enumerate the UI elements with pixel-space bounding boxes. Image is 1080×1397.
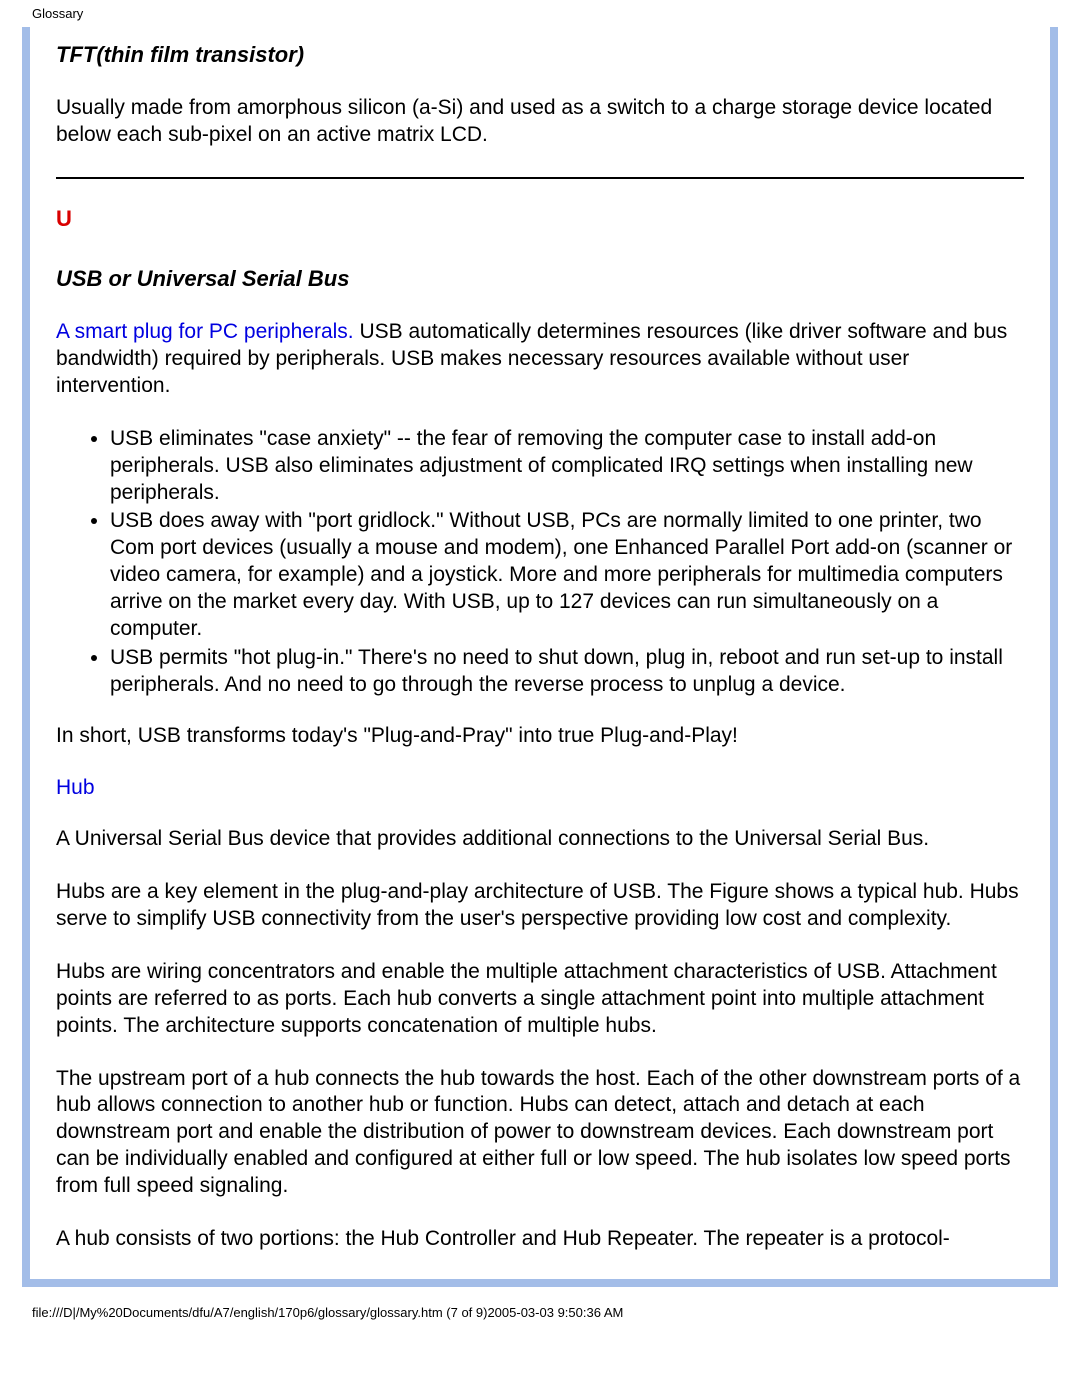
subheading-hub[interactable]: Hub — [56, 775, 1024, 802]
page-header-title: Glossary — [0, 0, 1080, 27]
list-item: USB eliminates "case anxiety" -- the fea… — [110, 426, 1024, 507]
para-hub-4: The upstream port of a hub connects the … — [56, 1066, 1024, 1200]
content-inner: TFT(thin film transistor) Usually made f… — [30, 27, 1050, 1279]
list-item: USB does away with "port gridlock." With… — [110, 508, 1024, 642]
para-tft: Usually made from amorphous silicon (a-S… — [56, 95, 1024, 149]
page: Glossary TFT(thin film transistor) Usual… — [0, 0, 1080, 1330]
list-item: USB permits "hot plug-in." There's no ne… — [110, 645, 1024, 699]
section-letter-u: U — [56, 205, 1024, 233]
content-outer-frame: TFT(thin film transistor) Usually made f… — [22, 27, 1058, 1287]
para-usb-summary: In short, USB transforms today's "Plug-a… — [56, 723, 1024, 750]
heading-usb: USB or Universal Serial Bus — [56, 265, 1024, 293]
heading-tft: TFT(thin film transistor) — [56, 41, 1024, 69]
para-hub-5: A hub consists of two portions: the Hub … — [56, 1226, 1024, 1253]
para-hub-3: Hubs are wiring concentrators and enable… — [56, 959, 1024, 1040]
para-hub-2: Hubs are a key element in the plug-and-p… — [56, 879, 1024, 933]
para-hub-1: A Universal Serial Bus device that provi… — [56, 826, 1024, 853]
usb-bullet-list: USB eliminates "case anxiety" -- the fea… — [56, 426, 1024, 699]
footer-path: file:///D|/My%20Documents/dfu/A7/english… — [0, 1287, 1080, 1330]
para-usb-lead: A smart plug for PC peripherals. USB aut… — [56, 319, 1024, 400]
section-rule — [56, 177, 1024, 179]
usb-lead-link[interactable]: A smart plug for PC peripherals. — [56, 320, 354, 343]
